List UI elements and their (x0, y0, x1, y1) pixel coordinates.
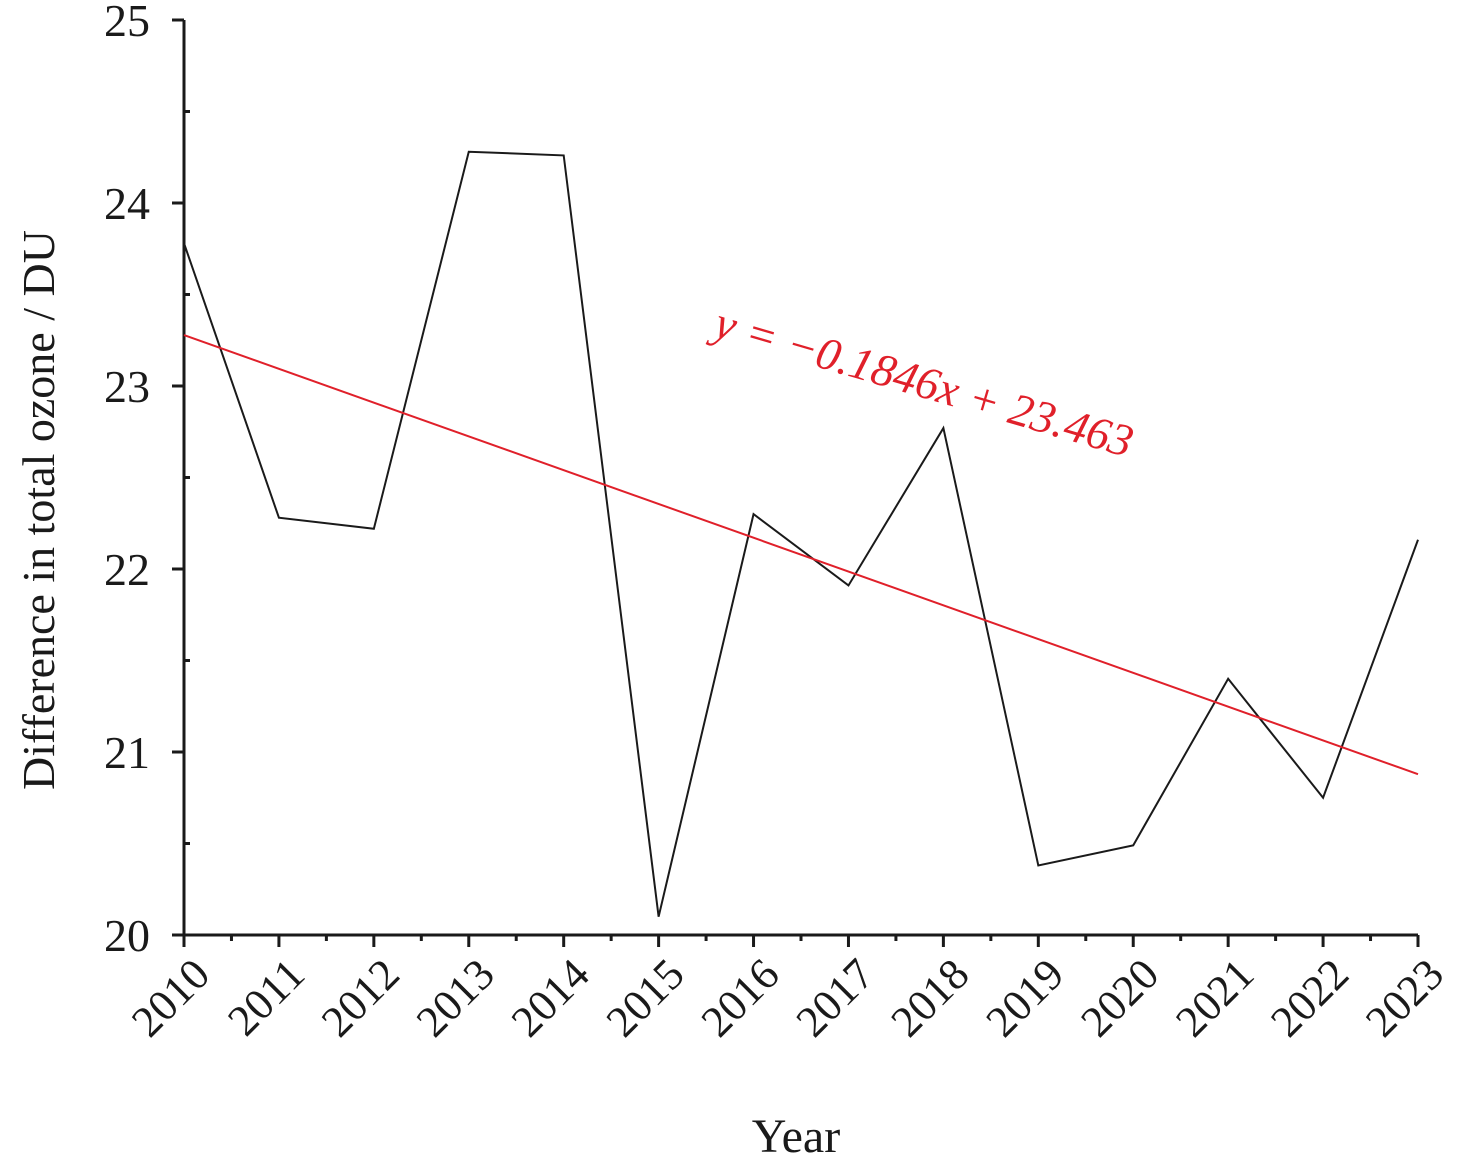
x-tick-labels: 2010 201120122013201420152016201720182019… (122, 949, 1453, 1046)
x-tick-label: 2016 (692, 949, 789, 1046)
y-tick-label: 20 (104, 910, 150, 961)
x-tick-label: 2011 (218, 949, 314, 1045)
x-tick-label: 2021 (1166, 949, 1263, 1046)
trendline-equation: y = −0.1846x + 23.463 (705, 296, 1139, 468)
y-tick-labels: 20 21 22 23 24 25 (104, 0, 150, 961)
x-tick-label: 2018 (882, 949, 979, 1046)
y-tick-label: 22 (104, 544, 150, 595)
y-tick-label: 24 (104, 178, 150, 229)
x-tick-label: 2017 (787, 949, 884, 1046)
plot-marks (183, 150, 1419, 917)
data-series-line (183, 150, 1419, 917)
x-tick-label: 2020 (1071, 949, 1168, 1046)
x-tick-label: 2023 (1356, 949, 1453, 1046)
x-tick-label: 2013 (407, 949, 504, 1046)
trendline (183, 334, 1419, 776)
x-tick-label: 2012 (312, 949, 409, 1046)
y-tick-label: 23 (104, 361, 150, 412)
x-axis-label: Year (752, 1110, 840, 1163)
y-tick-label: 21 (104, 727, 150, 778)
x-tick-label: 2019 (977, 949, 1074, 1046)
y-axis-label: Difference in total ozone / DU (13, 230, 64, 790)
x-tick-label: 2022 (1261, 949, 1358, 1046)
y-tick-label: 25 (104, 0, 150, 46)
x-tick-label: 2015 (597, 949, 694, 1046)
x-tick-label: 2010 (122, 949, 219, 1046)
axes (172, 18, 1420, 947)
x-tick-label: 2014 (502, 949, 599, 1046)
